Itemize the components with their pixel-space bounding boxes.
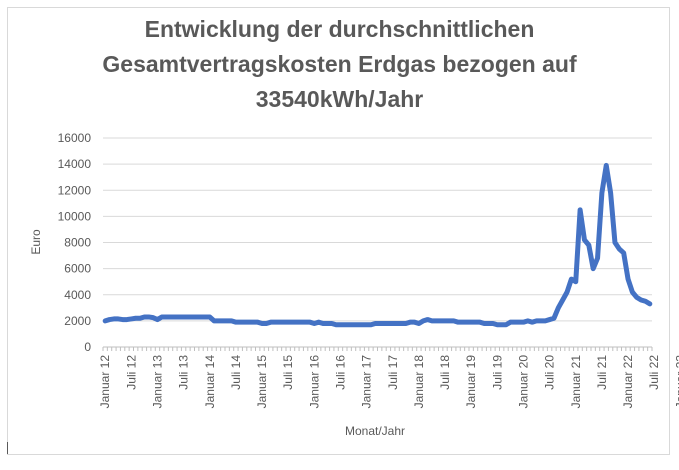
y-tick-label: 2000 bbox=[64, 314, 91, 328]
x-tick-label: Juli 17 bbox=[386, 355, 400, 390]
y-tick-label: 10000 bbox=[58, 209, 92, 223]
y-tick-label: 16000 bbox=[58, 131, 92, 145]
chart-frame bbox=[7, 7, 670, 455]
y-tick-label: 6000 bbox=[64, 262, 91, 276]
x-tick-label: Januar 21 bbox=[569, 355, 583, 409]
x-tick-label: Januar 12 bbox=[98, 355, 112, 409]
x-tick-label: Januar 18 bbox=[412, 355, 426, 409]
y-tick-label: 8000 bbox=[64, 236, 91, 250]
y-tick-label: 12000 bbox=[58, 183, 92, 197]
x-tick-label: Januar 15 bbox=[255, 355, 269, 409]
y-tick-label: 4000 bbox=[64, 288, 91, 302]
x-tick-label: Juli 13 bbox=[177, 355, 191, 390]
x-tick-label: Juli 12 bbox=[124, 355, 138, 390]
frame-marker bbox=[7, 442, 8, 454]
x-tick-label: Januar 17 bbox=[360, 355, 374, 409]
x-tick-label: Januar 14 bbox=[203, 355, 217, 409]
y-tick-label: 14000 bbox=[58, 157, 92, 171]
x-tick-label: Januar 16 bbox=[307, 355, 321, 409]
x-tick-label: Januar 20 bbox=[516, 355, 530, 409]
x-tick-label: Januar 23 bbox=[673, 355, 679, 409]
x-tick-label: Juli 18 bbox=[438, 355, 452, 390]
y-tick-label: 0 bbox=[84, 340, 91, 354]
x-axis-title: Monat/Jahr bbox=[345, 424, 405, 438]
y-axis-title: Euro bbox=[29, 229, 43, 255]
x-tick-label: Juli 20 bbox=[543, 355, 557, 390]
x-tick-label: Juli 16 bbox=[333, 355, 347, 390]
x-tick-label: Juli 22 bbox=[647, 355, 661, 390]
chart-title: Entwicklung der durchschnittlichen Gesam… bbox=[102, 16, 577, 112]
x-tick-label: Juli 21 bbox=[595, 355, 609, 390]
series-line bbox=[102, 162, 653, 328]
x-tick-label: Januar 22 bbox=[621, 355, 635, 409]
x-tick-label: Juli 15 bbox=[281, 355, 295, 390]
x-tick-label: Juli 19 bbox=[490, 355, 504, 390]
x-tick-label: Januar 13 bbox=[150, 355, 164, 409]
x-tick-label: Januar 19 bbox=[464, 355, 478, 409]
x-tick-label: Juli 14 bbox=[229, 355, 243, 390]
